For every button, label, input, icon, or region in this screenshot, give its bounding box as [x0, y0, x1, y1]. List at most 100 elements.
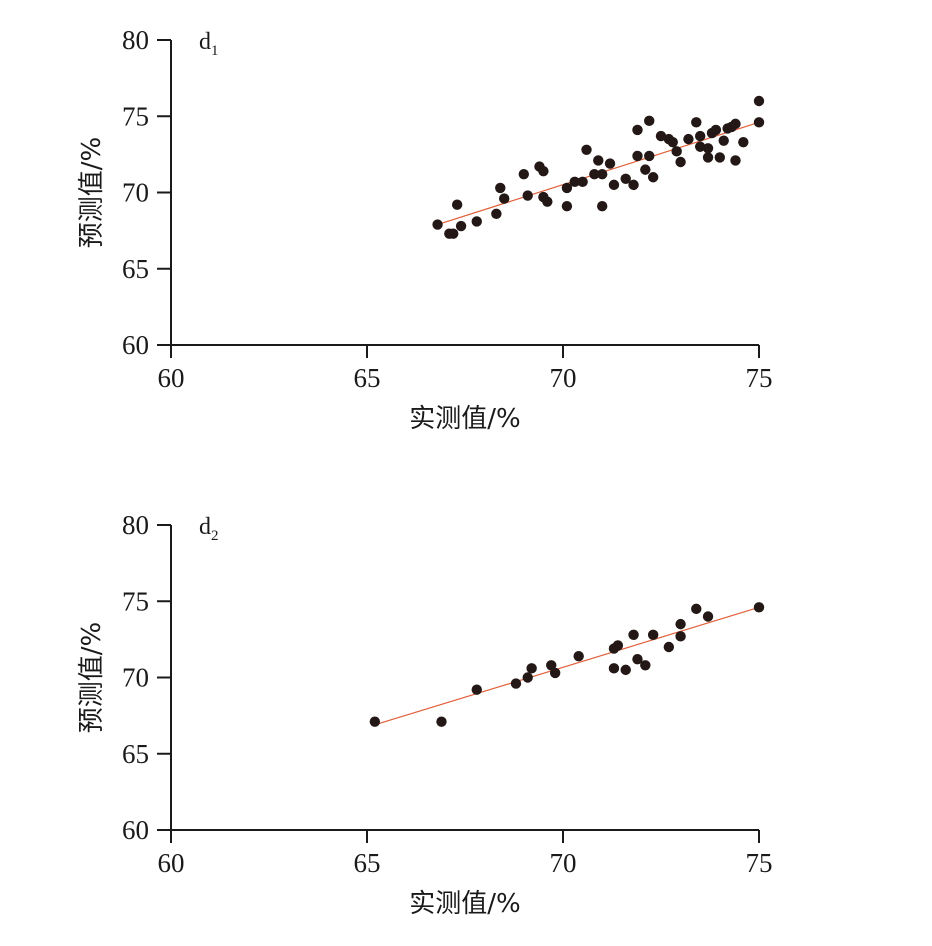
data-point — [542, 196, 553, 207]
y-tick-label: 75 — [122, 586, 149, 616]
data-point — [655, 130, 667, 142]
data-point — [702, 611, 714, 622]
data-point — [369, 716, 381, 727]
panel-subscript: 2 — [211, 528, 219, 544]
y-axis-title: 预测值/% — [77, 622, 107, 733]
data-point — [730, 155, 741, 166]
x-tick-label: 60 — [158, 363, 185, 393]
data-point — [718, 135, 729, 146]
data-point — [518, 169, 529, 180]
data-point — [573, 650, 584, 662]
data-point — [455, 220, 467, 232]
data-point — [593, 155, 604, 166]
fit-line — [374, 606, 760, 726]
data-point — [538, 165, 549, 177]
data-point — [710, 124, 722, 136]
data-point — [647, 629, 659, 640]
y-tick-label: 60 — [122, 815, 149, 845]
data-point — [471, 684, 482, 695]
panel-letter: d — [199, 29, 211, 55]
y-tick-label: 70 — [122, 178, 149, 208]
data-point — [608, 663, 620, 674]
data-point — [667, 136, 678, 148]
data-point — [436, 716, 447, 727]
y-tick-label: 75 — [122, 101, 149, 131]
panel-letter: d — [199, 514, 211, 540]
x-tick-label: 75 — [746, 848, 773, 878]
y-tick-label: 65 — [122, 739, 149, 769]
y-axis-title: 预测值/% — [77, 137, 107, 248]
data-point — [738, 136, 749, 148]
data-point — [432, 219, 443, 230]
y-tick-label: 80 — [122, 510, 149, 540]
y-tick-label: 60 — [122, 330, 149, 360]
data-point — [695, 141, 706, 152]
x-tick-label: 75 — [746, 363, 773, 393]
panel-label: d1 — [199, 29, 219, 59]
data-point — [608, 179, 620, 191]
data-point — [597, 201, 608, 212]
data-point — [451, 199, 463, 210]
data-point — [522, 190, 533, 201]
panel-subscript: 1 — [211, 43, 219, 59]
data-point — [640, 660, 651, 671]
data-point — [526, 663, 537, 674]
data-point — [510, 678, 522, 689]
data-point — [632, 124, 643, 136]
data-point — [612, 640, 624, 651]
data-point — [714, 152, 725, 163]
data-point — [495, 182, 506, 194]
data-point — [620, 664, 631, 676]
data-point — [577, 176, 588, 188]
data-point — [644, 115, 655, 127]
data-point — [620, 173, 631, 184]
data-point — [589, 169, 600, 180]
data-point — [691, 117, 702, 128]
data-point — [691, 603, 702, 615]
data-point — [753, 117, 765, 128]
data-point — [675, 631, 686, 642]
data-point — [702, 152, 714, 163]
data-point — [491, 208, 502, 220]
data-point — [702, 143, 714, 154]
data-point — [471, 216, 482, 227]
panel-d2: 60 65 70 75 80 60 65 70 75 实测值/% 预测值/% d2 — [77, 510, 773, 919]
data-point — [604, 158, 616, 169]
data-point — [671, 146, 682, 157]
data-point — [632, 150, 643, 162]
data-point — [753, 602, 765, 613]
data-point — [522, 672, 533, 683]
x-tick-label: 70 — [550, 848, 577, 878]
data-point — [632, 654, 643, 665]
data-point — [448, 228, 459, 239]
data-point — [561, 182, 573, 194]
data-point — [663, 641, 675, 653]
data-point — [683, 133, 694, 145]
data-point — [561, 201, 573, 212]
data-point — [647, 172, 659, 183]
data-point — [675, 156, 686, 168]
x-tick-label: 70 — [550, 363, 577, 393]
data-point — [644, 150, 655, 162]
x-tick-label: 60 — [158, 848, 185, 878]
data-point — [569, 176, 580, 188]
data-point — [581, 144, 592, 155]
panel-d1: 60 65 70 75 80 60 65 70 75 实测值/% 预测值/% d1 — [77, 25, 773, 434]
data-point — [597, 169, 608, 180]
data-point — [695, 130, 706, 142]
data-point — [730, 118, 741, 130]
y-tick-label: 80 — [122, 25, 149, 55]
x-axis-title: 实测值/% — [409, 404, 520, 434]
x-tick-label: 65 — [354, 848, 381, 878]
panel-label: d2 — [199, 514, 219, 544]
data-point — [640, 164, 651, 175]
data-point — [549, 667, 561, 679]
x-tick-label: 65 — [354, 363, 381, 393]
data-point — [628, 629, 639, 640]
x-axis-title: 实测值/% — [409, 889, 520, 919]
data-point — [499, 193, 510, 204]
y-tick-label: 70 — [122, 663, 149, 693]
data-point — [628, 179, 639, 191]
data-point — [675, 618, 686, 630]
